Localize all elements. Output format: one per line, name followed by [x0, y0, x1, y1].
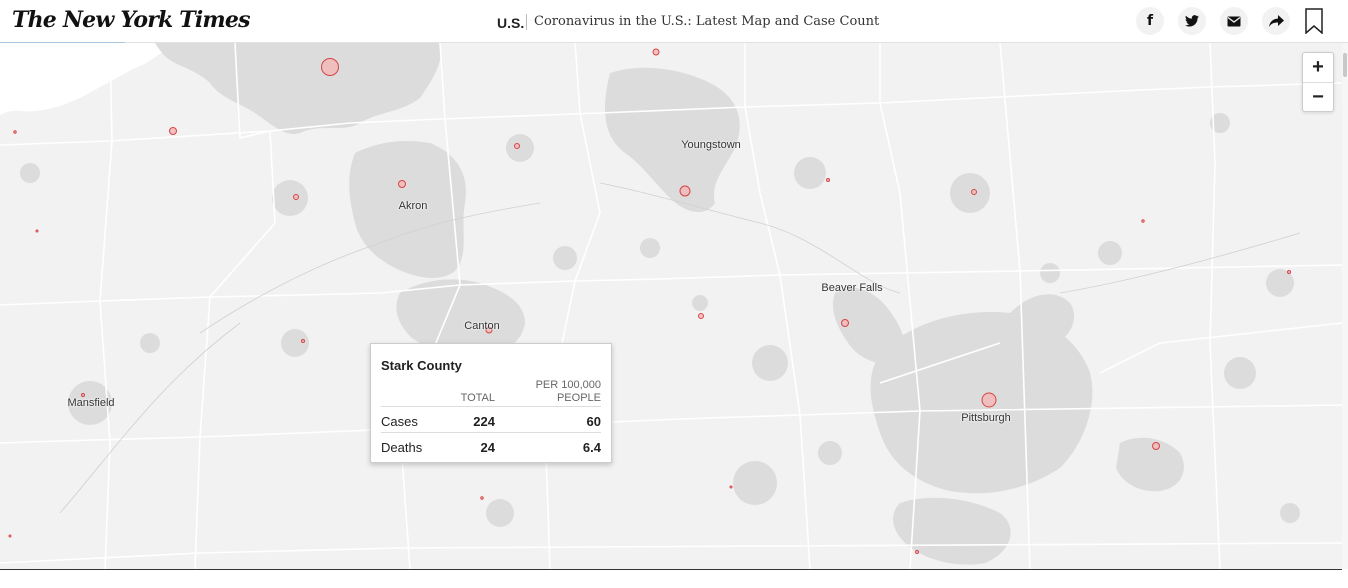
tooltip-row-per-100k: 6.4 [582, 440, 601, 455]
map-canvas [0, 43, 1342, 569]
scrollbar-thumb[interactable] [1343, 53, 1347, 77]
tooltip-row-cases: Cases 224 60 [381, 406, 601, 433]
lake-erie [0, 43, 175, 115]
nyt-logo[interactable]: The New York Times [12, 7, 250, 33]
tooltip-row-total: 224 [473, 414, 495, 429]
bookmark-icon[interactable] [1305, 8, 1323, 34]
zoom-controls: + − [1302, 52, 1334, 112]
twitter-share-button[interactable] [1178, 7, 1206, 35]
urban-areas [20, 43, 1300, 565]
city-label-pittsburgh: Pittsburgh [961, 412, 1011, 424]
section-link[interactable]: U.S. [497, 15, 525, 31]
tooltip-row-label: Deaths [381, 440, 423, 455]
city-label-canton: Canton [464, 320, 500, 332]
tooltip-row-deaths: Deaths 24 6.4 [381, 432, 601, 459]
tooltip-col-total: TOTAL [460, 392, 495, 404]
email-icon [1227, 16, 1241, 26]
twitter-icon [1185, 15, 1199, 27]
city-label-beaver-falls: Beaver Falls [821, 282, 883, 294]
roads [59, 182, 1301, 514]
tooltip-row-label: Cases [381, 414, 418, 429]
article-headline: Coronavirus in the U.S.: Latest Map and … [534, 14, 880, 29]
city-label-youngstown: Youngstown [681, 139, 741, 151]
facebook-share-button[interactable]: f [1136, 7, 1164, 35]
case-bubbles [8, 48, 1291, 554]
share-icon [1268, 14, 1284, 27]
tooltip-row-per-100k: 60 [586, 414, 601, 429]
county-tooltip: Stark County TOTAL PER 100,000 PEOPLE Ca… [370, 343, 612, 463]
county-map[interactable]: Youngstown Akron Beaver Falls Canton Man… [0, 43, 1342, 569]
tooltip-row-total: 24 [480, 440, 495, 455]
zoom-in-button[interactable]: + [1312, 56, 1324, 78]
header-accent-line [0, 42, 125, 43]
zoom-out-button[interactable]: − [1303, 82, 1333, 111]
header-divider [526, 14, 527, 30]
map-bottom-border [0, 569, 1342, 570]
tooltip-county-name: Stark County [381, 358, 462, 373]
facebook-icon: f [1146, 13, 1154, 29]
city-label-mansfield: Mansfield [67, 397, 115, 409]
tooltip-col-per-100k-line2: PEOPLE [556, 392, 601, 404]
site-header: The New York Times U.S. Coronavirus in t… [0, 0, 1348, 43]
city-label-akron: Akron [398, 200, 428, 212]
scrollbar[interactable] [1342, 43, 1348, 569]
more-share-button[interactable] [1262, 7, 1290, 35]
email-share-button[interactable] [1220, 7, 1248, 35]
tooltip-col-per-100k-line1: PER 100,000 [535, 379, 601, 391]
